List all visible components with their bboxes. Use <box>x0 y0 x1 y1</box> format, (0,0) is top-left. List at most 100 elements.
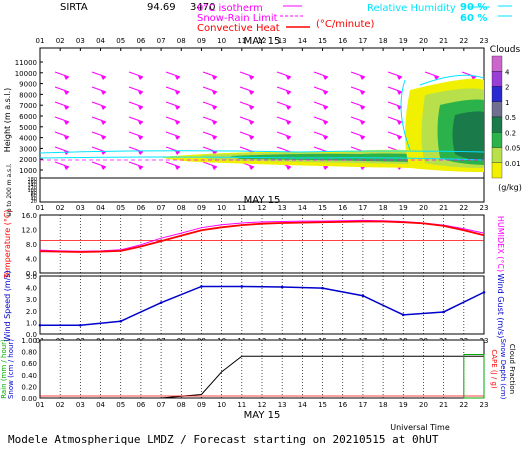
temp-title: MAY 15 <box>244 195 281 206</box>
hour-tick-label: 05 <box>116 401 125 409</box>
wind-arrow <box>239 131 255 138</box>
wind-arrow <box>91 131 107 138</box>
wind-arrow-head <box>249 106 254 110</box>
y-tick-label: 0.00 <box>21 395 37 403</box>
wind-arrow <box>128 101 144 108</box>
lower-xtick-label: 16 <box>338 204 347 212</box>
wind-arrow <box>350 71 366 78</box>
wind-arrow <box>239 116 255 123</box>
cloud-ytick-lower-label: 60 <box>31 194 37 200</box>
wind-arrow-head <box>323 121 328 125</box>
cloud-y-ticks: 11000 10000 9000 8000 7000 6000 5000 4000 3000 20… <box>15 59 43 205</box>
wind-arrow-head <box>249 166 254 170</box>
wind-arrow <box>54 101 70 108</box>
temp-plot: 16.0 12.0 8.0 4.0 0.0 <box>21 212 485 278</box>
cloud-ytick-label: 7000 <box>19 102 37 110</box>
lower-xtick-label: 23 <box>480 204 489 212</box>
y-tick-label: 0.40 <box>21 372 37 380</box>
wind-arrow-head <box>138 151 143 155</box>
wind-arrow-head <box>286 106 291 110</box>
legend-rh-60: 60 % <box>460 13 487 24</box>
hour-tick-label: 20 <box>419 401 428 409</box>
wind-ylabel-right: Wind Gust (m/s) <box>496 274 505 339</box>
wind-arrow <box>91 86 107 93</box>
wind-arrow <box>276 146 292 153</box>
wind-arrow <box>165 116 181 123</box>
wind-arrow <box>313 116 329 123</box>
cloud-ytick-lower-label: 80 <box>31 191 37 197</box>
lower-xtick-label: 22 <box>459 204 468 212</box>
wind-speed-point <box>240 285 244 288</box>
wind-arrow-head <box>397 136 402 140</box>
cloud-xtick-label: 12 <box>258 37 267 45</box>
lower-xtick-label: 15 <box>318 204 327 212</box>
wind-arrow <box>276 131 292 138</box>
wind-arrow-head <box>360 106 365 110</box>
hour-tick-label: 07 <box>157 401 166 409</box>
wind-speed-point <box>321 286 324 290</box>
wind-speed-point <box>280 285 284 289</box>
cloud-right-darkgreen <box>452 111 484 160</box>
legend-snow-rain: Snow-Rain Limit <box>197 13 278 24</box>
precip-ylabel-right2: Snow Depth (cm) <box>499 339 507 400</box>
cloud-panel-lower-frame <box>39 177 485 203</box>
wind-arrow <box>276 101 292 108</box>
wind-arrow <box>91 161 107 168</box>
wind-arrow-head <box>175 166 180 170</box>
cloud-xtick-label: 05 <box>116 37 125 45</box>
cloud-fraction-bar <box>463 354 485 399</box>
lower-xtick-label: 09 <box>197 204 206 212</box>
cloud-xtick-label: 23 <box>480 37 489 45</box>
rh-line-90 <box>39 150 485 154</box>
wind-arrow-head <box>138 121 143 125</box>
wind-arrow-head <box>323 136 328 140</box>
cloud-xtick-label: 03 <box>76 37 85 45</box>
wind-speed-line <box>40 285 485 327</box>
hour-tick-label: 06 <box>136 401 145 409</box>
rh-line-60 <box>39 156 485 161</box>
wind-arrow <box>54 161 70 168</box>
wind-arrow-head <box>101 166 106 170</box>
colorbar-swatch <box>491 147 503 163</box>
legend-rh-90: 90 % <box>460 2 487 13</box>
wind-speed-point <box>79 324 82 327</box>
cloud-xtick-label: 20 <box>419 37 428 45</box>
lower-xtick-label: 06 <box>136 204 145 212</box>
lower-xtick-label: 14 <box>298 204 307 212</box>
wind-arrow <box>313 131 329 138</box>
wind-arrow-head <box>175 136 180 140</box>
wind-arrow <box>128 116 144 123</box>
y-tick-label: 12.0 <box>21 227 37 235</box>
lower-xtick-label: 01 <box>36 204 45 212</box>
wind-arrow-head <box>138 76 143 80</box>
wind-arrow-head <box>138 91 143 95</box>
colorbar-label: 1 <box>505 99 509 107</box>
wind-arrow-head <box>286 121 291 125</box>
legend-isotherm: 0°C isotherm <box>197 3 263 14</box>
wind-arrow <box>54 116 70 123</box>
hour-tick-label: 11 <box>237 401 246 409</box>
lower-xtick-label: 07 <box>157 204 166 212</box>
colorbar-label: 4 <box>505 68 510 76</box>
wind-arrow-head <box>64 106 69 110</box>
cloud-ytick-label: 5000 <box>19 124 37 132</box>
misc-number: 3470 <box>190 2 215 13</box>
lower-xtick-label: 19 <box>399 204 408 212</box>
temp-ylabel-right: HUMIDEX (°C) <box>496 216 505 272</box>
wind-arrow <box>202 161 218 168</box>
wind-arrow-head <box>286 136 291 140</box>
wind-arrow-head <box>212 106 217 110</box>
model-info: Modele Atmospherique LMDZ / Forecast sta… <box>8 433 439 446</box>
wind-arrow <box>313 71 329 78</box>
wind-arrow <box>54 146 70 153</box>
wind-arrow <box>350 101 366 108</box>
cloud-xtick-label: 13 <box>278 37 287 45</box>
wind-arrow-head <box>101 106 106 110</box>
cloud-ytick-label: 9000 <box>19 81 37 89</box>
precip-panel: MAY 15 01 02 03 04 05 06 07 08 09 10 11 12 13 14 15 16 1… <box>0 337 516 421</box>
wind-arrow-head <box>323 76 328 80</box>
wind-arrow-head <box>249 91 254 95</box>
hour-tick-label: 18 <box>379 401 388 409</box>
cloud-ytick-lower-label: 20 <box>31 199 37 205</box>
wind-arrow <box>165 131 181 138</box>
